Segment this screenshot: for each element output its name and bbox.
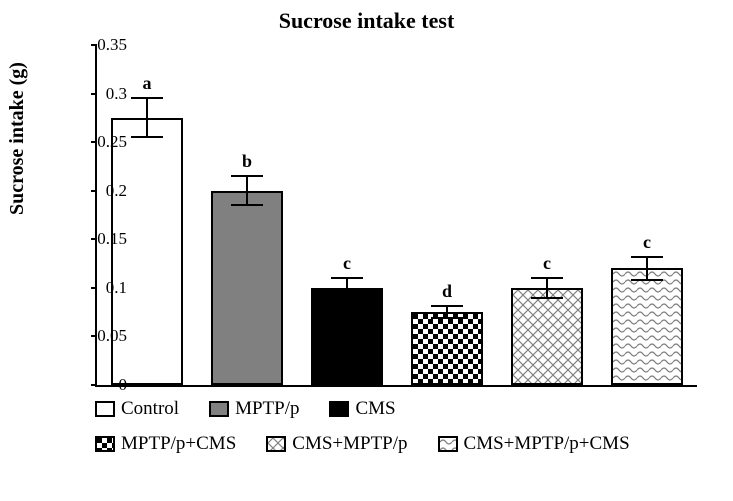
error-cap: [131, 97, 163, 99]
significance-label: c: [543, 253, 551, 274]
legend-item: Control: [95, 398, 179, 420]
legend-item: CMS: [329, 398, 395, 420]
y-axis-label: Sucrose intake (g): [6, 62, 29, 215]
legend-label: Control: [121, 398, 179, 420]
legend-item: CMS+MPTP/p+CMS: [438, 433, 630, 455]
error-cap: [431, 305, 463, 307]
bar: [511, 288, 583, 385]
error-cap: [331, 297, 363, 299]
legend-label: CMS+MPTP/p: [292, 433, 407, 455]
legend-label: CMS+MPTP/p+CMS: [464, 433, 630, 455]
y-tick-label: 0.1: [67, 278, 127, 298]
error-bar: [546, 278, 548, 297]
legend-row: MPTP/p+CMS CMS+MPTP/p CMS+MPTP/p+CMS: [95, 433, 715, 458]
y-tick-label: 0.05: [67, 326, 127, 346]
legend-swatch: [266, 436, 286, 452]
legend: Control MPTP/p CMS MPTP/p+CMS CMS+MPTP/p CMS+…: [95, 398, 715, 468]
legend-swatch: [95, 401, 115, 417]
legend-swatch: [329, 401, 349, 417]
legend-swatch: [95, 436, 115, 452]
bar: [211, 191, 283, 385]
error-cap: [531, 297, 563, 299]
significance-label: b: [242, 151, 252, 172]
significance-label: c: [343, 253, 351, 274]
y-tick-label: 0.3: [67, 84, 127, 104]
y-tick-label: 0.25: [67, 132, 127, 152]
error-cap: [231, 204, 263, 206]
error-cap: [631, 256, 663, 258]
y-tick-label: 0.2: [67, 181, 127, 201]
legend-item: CMS+MPTP/p: [266, 433, 407, 455]
bar: [311, 288, 383, 385]
error-bar: [346, 278, 348, 297]
legend-swatch: [438, 436, 458, 452]
error-bar: [146, 98, 148, 137]
error-cap: [231, 175, 263, 177]
error-bar: [246, 176, 248, 205]
legend-label: MPTP/p: [235, 398, 299, 420]
significance-label: a: [143, 73, 152, 94]
legend-label: MPTP/p+CMS: [121, 433, 236, 455]
error-cap: [431, 317, 463, 319]
bar: [411, 312, 483, 385]
legend-item: MPTP/p+CMS: [95, 433, 236, 455]
y-tick-label: 0: [67, 375, 127, 395]
y-tick-label: 0.35: [67, 35, 127, 55]
bar: [611, 268, 683, 385]
error-cap: [631, 279, 663, 281]
legend-row: Control MPTP/p CMS: [95, 398, 715, 423]
chart: Sucrose intake test Sucrose intake (g) a…: [0, 0, 733, 501]
significance-label: c: [643, 232, 651, 253]
error-cap: [331, 277, 363, 279]
error-cap: [131, 136, 163, 138]
legend-swatch: [209, 401, 229, 417]
error-cap: [531, 277, 563, 279]
legend-label: CMS: [355, 398, 395, 420]
error-bar: [646, 257, 648, 280]
significance-label: d: [442, 281, 452, 302]
chart-title: Sucrose intake test: [0, 8, 733, 34]
plot-area: a b c d c c: [95, 45, 697, 387]
y-tick-label: 0.15: [67, 229, 127, 249]
legend-item: MPTP/p: [209, 398, 299, 420]
